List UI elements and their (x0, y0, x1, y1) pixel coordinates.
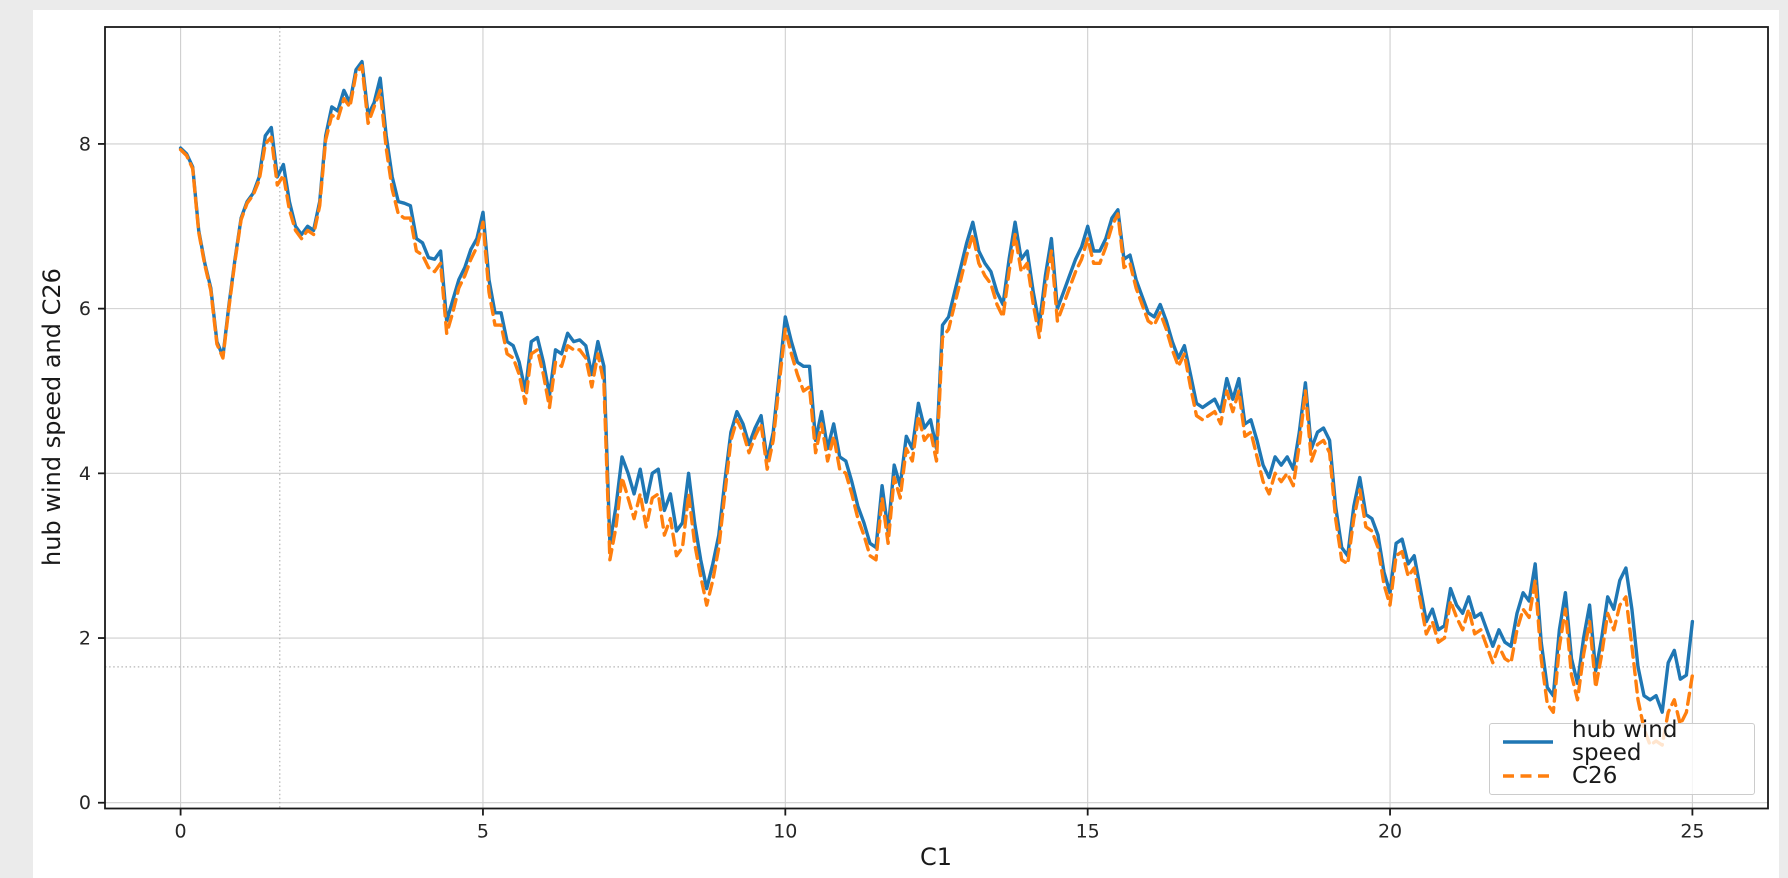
y-tick-label: 6 (79, 298, 91, 320)
x-tick-label: 5 (477, 821, 489, 843)
legend-label-hub-wind-speed: hub wind speed (1572, 717, 1678, 766)
y-tick-label: 2 (79, 628, 91, 650)
series-line-c26 (178, 63, 1695, 747)
x-tick-label: 20 (1378, 821, 1402, 843)
axes-spines (104, 26, 1769, 810)
y-axis-label: hub wind speed and C26 (38, 268, 66, 566)
x-tick-label: 25 (1680, 821, 1704, 843)
y-tick-label: 4 (79, 463, 91, 485)
legend-line-sample-orange-icon (1503, 774, 1553, 778)
legend-entry-hub-wind-speed: hub wind speed (1490, 719, 1754, 765)
y-tick-label: 0 (79, 792, 91, 814)
legend-label-c26: C26 (1572, 762, 1618, 789)
x-tick-label: 0 (175, 821, 187, 843)
legend-box: hub wind speed C26 (1489, 719, 1755, 795)
y-tick-label: 8 (79, 133, 91, 155)
legend-entry-c26: C26 (1490, 760, 1754, 792)
x-tick-label: 15 (1076, 821, 1100, 843)
x-tick-label: 10 (773, 821, 797, 843)
legend-line-sample-blue-icon (1503, 740, 1553, 744)
x-axis-label: C1 (919, 843, 953, 871)
